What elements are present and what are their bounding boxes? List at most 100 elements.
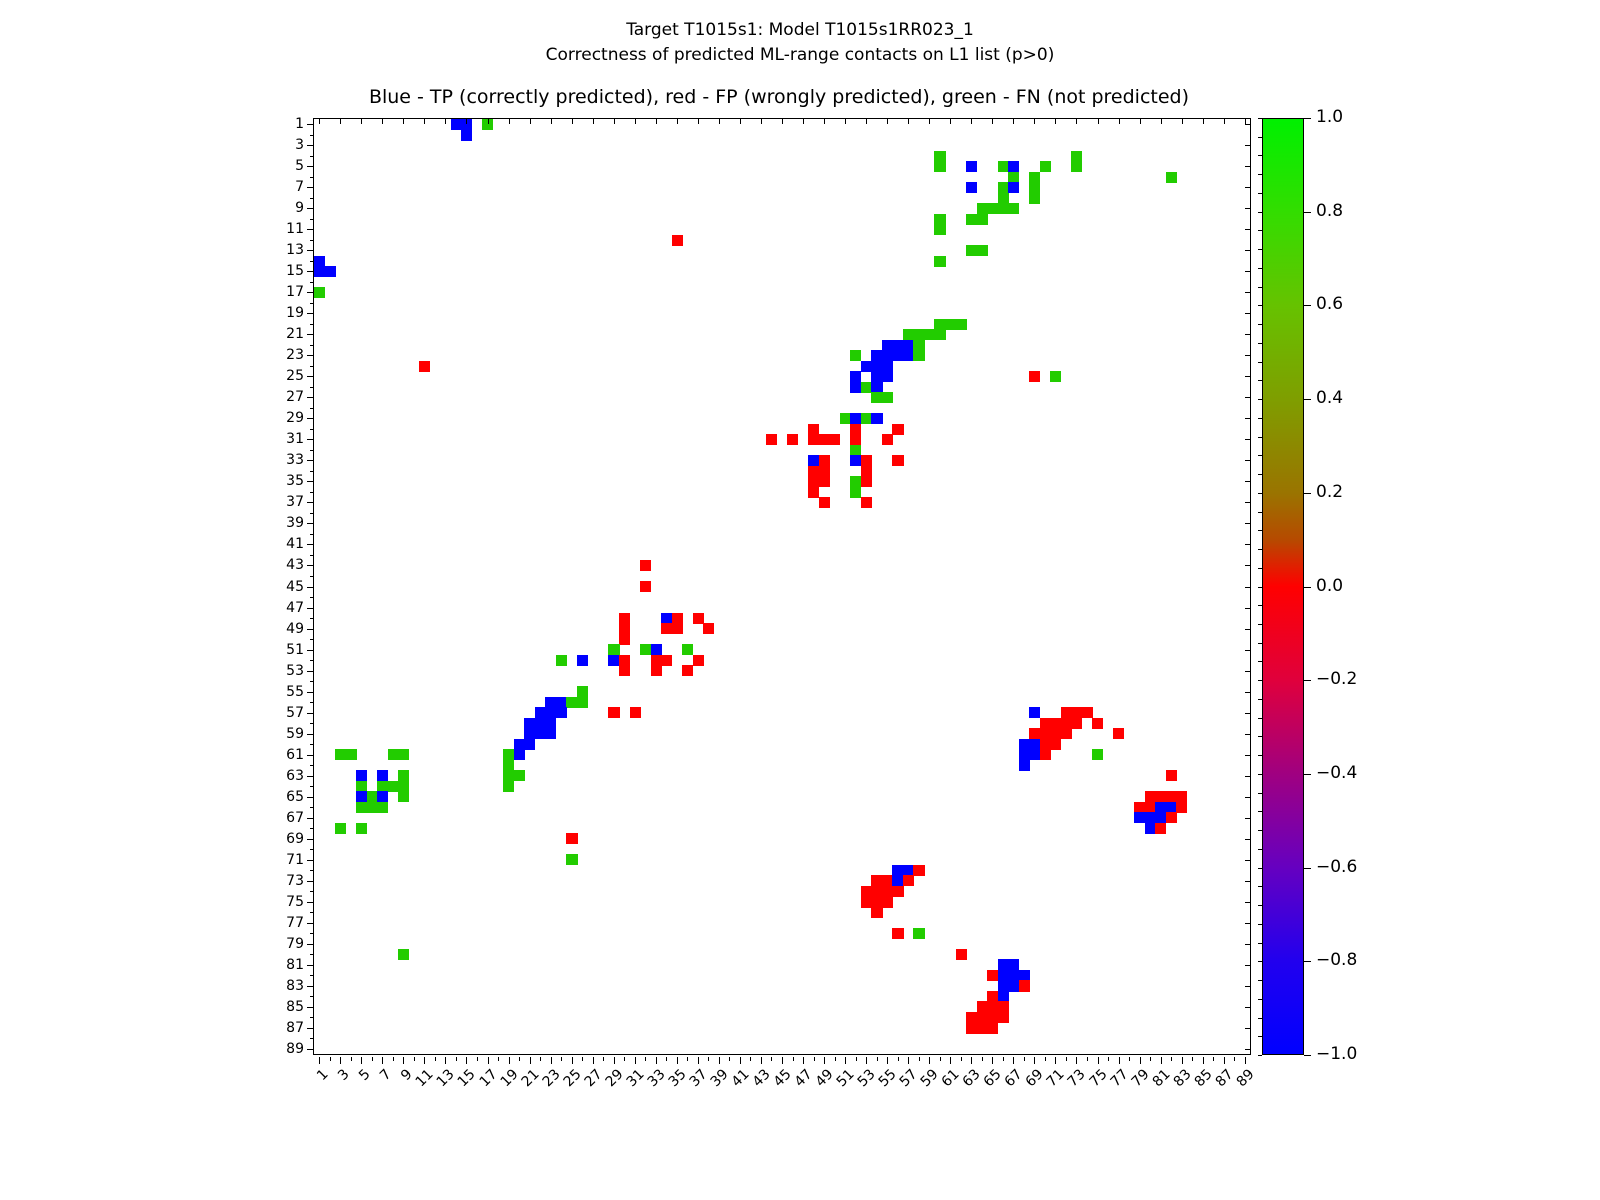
x-tick: [1097, 1057, 1099, 1064]
y-tick: [307, 544, 314, 546]
contact-cell-fp: [808, 423, 820, 435]
y-tick-label: 35: [286, 473, 304, 490]
y-tick: [310, 828, 314, 830]
x-tick: [687, 1057, 689, 1061]
x-tick: [1055, 1057, 1057, 1064]
contact-cell-fp: [987, 1011, 999, 1024]
contact-cell-tp: [871, 350, 883, 362]
right-tick: [1245, 922, 1250, 924]
y-tick-label: 89: [286, 1040, 304, 1057]
contact-cell-fn: [976, 213, 988, 225]
y-tick-label: 57: [286, 704, 304, 721]
y-tick: [310, 786, 314, 788]
colorbar-minor-tick: [1258, 1017, 1262, 1019]
x-tick: [1065, 1057, 1067, 1061]
colorbar-minor-tick: [1258, 174, 1262, 176]
top-tick: [1076, 119, 1078, 124]
y-tick: [310, 197, 314, 199]
contact-cell-fp: [987, 1022, 999, 1034]
x-tick: [950, 1057, 952, 1064]
y-tick-label: 9: [295, 200, 304, 217]
top-tick: [1223, 119, 1225, 124]
contact-cell-fp: [1039, 749, 1051, 761]
right-tick: [1245, 628, 1250, 630]
top-tick: [718, 119, 720, 124]
top-tick: [487, 119, 489, 124]
right-tick: [1245, 565, 1250, 567]
x-tick: [929, 1057, 931, 1064]
contact-cell-tp: [997, 980, 1009, 992]
x-tick: [361, 1057, 363, 1064]
contact-cell-tp: [1029, 738, 1041, 750]
y-tick-label: 65: [286, 788, 304, 805]
contact-cell-fn: [566, 854, 578, 866]
colorbar: [1262, 118, 1304, 1055]
y-tick-label: 23: [286, 347, 304, 364]
contact-cell-fn: [356, 780, 368, 792]
colorbar-tick: [1304, 867, 1311, 869]
top-tick: [319, 119, 321, 124]
contact-cell-fn: [913, 329, 925, 341]
x-tick: [760, 1057, 762, 1064]
contact-cell-fp: [860, 476, 872, 488]
colorbar-minor-tick: [1258, 342, 1262, 344]
contact-cell-fp: [1165, 812, 1177, 824]
x-tick: [477, 1057, 478, 1061]
y-tick-label: 79: [286, 935, 304, 952]
contact-map-plot[interactable]: 1 3 5 7 9 11 13 15 17 19 21 23 25 27 29 31 33 35 37 39 41 43 4…: [286, 117, 1257, 1090]
contact-cell-tp: [545, 696, 557, 708]
colorbar-minor-tick: [1258, 474, 1262, 476]
x-tick: [1034, 1057, 1036, 1064]
contact-cell-fn: [503, 770, 515, 782]
contact-cell-fn: [1029, 171, 1041, 183]
colorbar-minor-tick: [1258, 211, 1262, 213]
y-tick: [310, 681, 314, 683]
y-tick-label: 19: [286, 305, 304, 322]
top-tick: [1244, 119, 1246, 124]
y-tick-label: 49: [286, 620, 304, 637]
contact-cell-tp: [892, 350, 904, 362]
right-tick: [1245, 124, 1250, 126]
x-tick: [466, 1057, 468, 1064]
contact-cell-fn: [1165, 171, 1177, 183]
contact-cell-fn: [923, 329, 936, 341]
x-tick: [424, 1057, 426, 1064]
contact-cell-fp: [629, 707, 641, 719]
contact-cell-tp: [860, 360, 872, 372]
contact-cell-fp: [661, 623, 673, 635]
x-tick: [1150, 1057, 1152, 1061]
contact-cell-tp: [871, 360, 883, 372]
title-line-1: Target T1015s1: Model T1015s1RR023_1: [626, 20, 974, 40]
x-tick: [750, 1057, 752, 1061]
contact-cell-fp: [902, 875, 915, 887]
y-tick: [307, 628, 314, 630]
colorbar-minor-tick: [1258, 492, 1262, 494]
contact-cell-fp: [1155, 822, 1167, 834]
contact-cell-tp: [871, 381, 883, 393]
colorbar-minor-tick: [1258, 530, 1262, 532]
contact-cell-fp: [808, 486, 820, 498]
x-tick: [939, 1057, 941, 1061]
colorbar-tick: [1304, 961, 1311, 963]
contact-cell-tp: [1008, 959, 1020, 971]
contact-cell-fn: [682, 644, 694, 656]
top-tick: [1118, 119, 1120, 124]
contact-cell-fp: [997, 1011, 1009, 1024]
contact-cell-fp: [1113, 728, 1125, 740]
x-tick: [561, 1057, 563, 1061]
y-tick-label: 63: [286, 767, 304, 784]
contact-cell-fn: [934, 213, 946, 225]
y-tick-label: 29: [286, 410, 304, 427]
contact-cell-fp: [818, 434, 830, 446]
top-tick: [571, 119, 573, 124]
contact-cell-fn: [335, 822, 347, 834]
right-tick: [1245, 418, 1250, 420]
y-tick-label: 15: [286, 263, 304, 280]
y-tick-label: 61: [286, 746, 304, 763]
contact-cell-fp: [966, 1011, 978, 1024]
y-tick: [307, 691, 314, 693]
contact-cell-fn: [997, 203, 1009, 215]
y-tick-label: 85: [286, 998, 304, 1015]
contact-cell-tp: [555, 696, 567, 708]
y-tick: [310, 575, 314, 577]
